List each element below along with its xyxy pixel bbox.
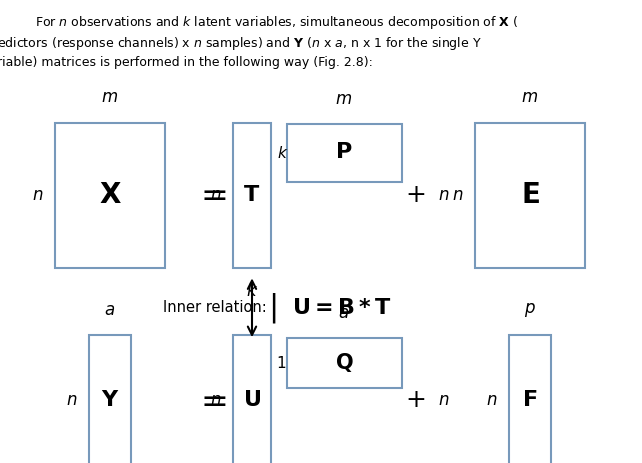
Text: $=$: $=$ [193,179,227,212]
Text: $+$: $+$ [405,388,425,412]
Bar [286,338,401,388]
Bar [89,335,131,463]
Text: $n$: $n$ [31,186,43,204]
Text: $n$: $n$ [485,391,497,409]
Text: $+$: $+$ [405,183,425,207]
Text: $k$: $k$ [246,282,258,300]
Bar [233,123,271,268]
Text: $\mathbf{T}$: $\mathbf{T}$ [243,185,261,205]
Text: $m$: $m$ [521,88,539,106]
Text: $p$: $p$ [524,301,536,319]
Text: $n$: $n$ [209,186,221,204]
Text: riable) matrices is performed in the following way (Fig. 2.8):: riable) matrices is performed in the fol… [0,56,373,69]
Text: Inner relation:: Inner relation: [163,300,267,315]
Bar [55,123,165,268]
Text: $n$: $n$ [438,186,449,204]
Text: $m$: $m$ [336,89,352,107]
Text: $\mathbf{P}$: $\mathbf{P}$ [335,143,352,163]
Text: $\mathbf{X}$: $\mathbf{X}$ [99,181,121,209]
Bar [509,335,551,463]
Text: $|$: $|$ [268,291,276,325]
Bar [286,124,401,181]
Text: $\mathbf{U}$: $\mathbf{U}$ [243,390,261,410]
Text: $\mathbf{E}$: $\mathbf{E}$ [521,181,539,209]
Text: $\mathbf{F}$: $\mathbf{F}$ [523,390,537,410]
Text: $=$: $=$ [193,383,227,417]
Text: For $n$ observations and $k$ latent variables, simultaneous decomposition of $\m: For $n$ observations and $k$ latent vari… [35,14,519,31]
Text: $\mathbf{U = B*T}$: $\mathbf{U = B*T}$ [292,298,392,318]
Text: $n$: $n$ [65,391,77,409]
Text: $a$: $a$ [105,301,116,319]
Text: $m$: $m$ [101,88,119,106]
Text: $n$: $n$ [438,391,449,409]
Text: $n$: $n$ [209,391,221,409]
Text: $a$: $a$ [338,304,349,322]
Text: edictors (response channels) x $n$ samples) and $\mathbf{Y}$ ($n$ x $a$, n x 1 f: edictors (response channels) x $n$ sampl… [0,35,482,52]
Text: $\mathbf{Y}$: $\mathbf{Y}$ [101,390,119,410]
Bar [233,335,271,463]
Text: $n$: $n$ [451,186,463,204]
Text: $k$: $k$ [277,144,288,161]
Text: $\mathbf{Q}$: $\mathbf{Q}$ [334,351,353,375]
Bar [475,123,585,268]
Text: $1$: $1$ [276,355,286,371]
